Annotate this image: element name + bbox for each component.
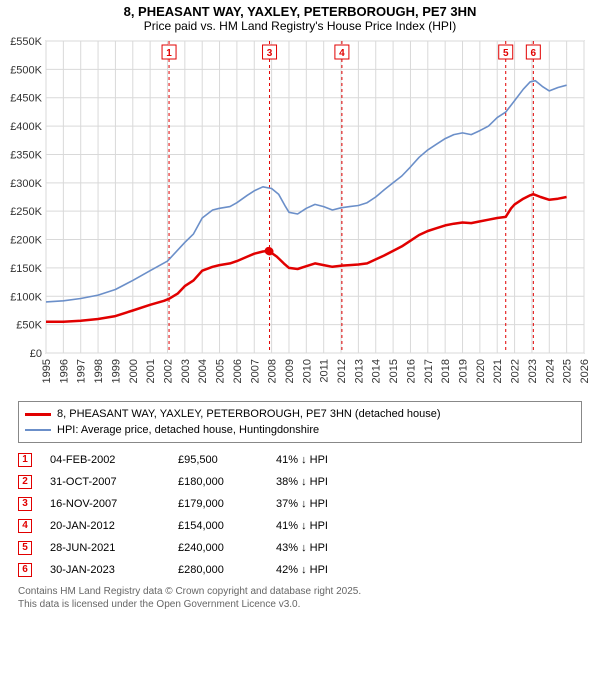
svg-text:2023: 2023 <box>527 359 539 383</box>
chart-container: 8, PHEASANT WAY, YAXLEY, PETERBOROUGH, P… <box>0 0 600 680</box>
svg-text:2026: 2026 <box>579 359 591 383</box>
table-row: 5 28-JUN-2021 £240,000 43% ↓ HPI <box>18 537 582 559</box>
svg-text:£450K: £450K <box>10 93 42 105</box>
svg-text:2007: 2007 <box>249 359 261 383</box>
svg-text:2001: 2001 <box>145 359 157 383</box>
footer-note: Contains HM Land Registry data © Crown c… <box>18 585 582 611</box>
title-block: 8, PHEASANT WAY, YAXLEY, PETERBOROUGH, P… <box>0 0 600 35</box>
transaction-price: £179,000 <box>178 493 258 515</box>
svg-text:6: 6 <box>531 48 537 59</box>
svg-text:2012: 2012 <box>336 359 348 383</box>
svg-text:£400K: £400K <box>10 121 42 133</box>
chart-area: £0 £50K £100K £150K £200K £250K £300K £350K £400… <box>0 35 600 395</box>
transaction-date: 30-JAN-2023 <box>50 559 160 581</box>
transactions-table: 1 04-FEB-2002 £95,500 41% ↓ HPI 2 31-OCT-2007… <box>18 449 582 581</box>
legend-swatch <box>25 413 51 416</box>
table-row: 4 20-JAN-2012 £154,000 41% ↓ HPI <box>18 515 582 537</box>
svg-text:2006: 2006 <box>232 359 244 383</box>
svg-text:£300K: £300K <box>10 178 42 190</box>
transaction-marker: 6 <box>18 563 32 577</box>
transaction-marker: 2 <box>18 475 32 489</box>
transaction-delta: 41% ↓ HPI <box>276 515 366 537</box>
legend-row: HPI: Average price, detached house, Hunt… <box>25 422 575 438</box>
svg-text:2013: 2013 <box>353 359 365 383</box>
transaction-delta: 41% ↓ HPI <box>276 449 366 471</box>
svg-text:1995: 1995 <box>41 359 53 383</box>
svg-text:2000: 2000 <box>128 359 140 383</box>
svg-text:2025: 2025 <box>562 359 574 383</box>
svg-text:2017: 2017 <box>423 359 435 383</box>
transaction-delta: 38% ↓ HPI <box>276 471 366 493</box>
svg-text:£50K: £50K <box>16 320 42 332</box>
title-line-1: 8, PHEASANT WAY, YAXLEY, PETERBOROUGH, P… <box>10 4 590 19</box>
svg-text:1997: 1997 <box>76 359 88 383</box>
transaction-delta: 37% ↓ HPI <box>276 493 366 515</box>
legend-label: 8, PHEASANT WAY, YAXLEY, PETERBOROUGH, P… <box>57 406 441 422</box>
transaction-marker: 5 <box>18 541 32 555</box>
svg-text:£500K: £500K <box>10 64 42 76</box>
table-row: 6 30-JAN-2023 £280,000 42% ↓ HPI <box>18 559 582 581</box>
transaction-price: £95,500 <box>178 449 258 471</box>
svg-text:2008: 2008 <box>267 359 279 383</box>
table-row: 2 31-OCT-2007 £180,000 38% ↓ HPI <box>18 471 582 493</box>
transaction-date: 28-JUN-2021 <box>50 537 160 559</box>
svg-text:£200K: £200K <box>10 235 42 247</box>
svg-text:2020: 2020 <box>475 359 487 383</box>
transaction-delta: 42% ↓ HPI <box>276 559 366 581</box>
svg-text:2021: 2021 <box>492 359 504 383</box>
transaction-price: £240,000 <box>178 537 258 559</box>
transaction-date: 20-JAN-2012 <box>50 515 160 537</box>
transaction-date: 31-OCT-2007 <box>50 471 160 493</box>
svg-text:2003: 2003 <box>180 359 192 383</box>
svg-text:2005: 2005 <box>215 359 227 383</box>
svg-text:3: 3 <box>267 48 273 59</box>
table-row: 3 16-NOV-2007 £179,000 37% ↓ HPI <box>18 493 582 515</box>
legend-swatch <box>25 429 51 431</box>
svg-text:£0: £0 <box>30 348 42 360</box>
svg-text:1998: 1998 <box>93 359 105 383</box>
svg-text:£250K: £250K <box>10 206 42 218</box>
svg-text:2009: 2009 <box>284 359 296 383</box>
svg-text:2015: 2015 <box>388 359 400 383</box>
transaction-marker: 1 <box>18 453 32 467</box>
transaction-delta: 43% ↓ HPI <box>276 537 366 559</box>
transaction-price: £280,000 <box>178 559 258 581</box>
svg-text:2016: 2016 <box>405 359 417 383</box>
svg-text:5: 5 <box>503 48 509 59</box>
svg-text:£150K: £150K <box>10 263 42 275</box>
transaction-date: 16-NOV-2007 <box>50 493 160 515</box>
svg-text:£550K: £550K <box>10 36 42 48</box>
svg-text:2002: 2002 <box>162 359 174 383</box>
svg-text:1996: 1996 <box>58 359 70 383</box>
svg-text:1: 1 <box>166 48 172 59</box>
footer-line-1: Contains HM Land Registry data © Crown c… <box>18 585 582 598</box>
svg-text:£100K: £100K <box>10 291 42 303</box>
transaction-price: £180,000 <box>178 471 258 493</box>
transaction-marker: 4 <box>18 519 32 533</box>
transaction-date: 04-FEB-2002 <box>50 449 160 471</box>
svg-text:2014: 2014 <box>371 359 383 383</box>
table-row: 1 04-FEB-2002 £95,500 41% ↓ HPI <box>18 449 582 471</box>
svg-text:2019: 2019 <box>458 359 470 383</box>
svg-text:2024: 2024 <box>544 359 556 383</box>
svg-text:2022: 2022 <box>510 359 522 383</box>
footer-line-2: This data is licensed under the Open Gov… <box>18 598 582 611</box>
svg-text:4: 4 <box>339 48 345 59</box>
transaction-marker: 3 <box>18 497 32 511</box>
legend-box: 8, PHEASANT WAY, YAXLEY, PETERBOROUGH, P… <box>18 401 582 443</box>
legend-row: 8, PHEASANT WAY, YAXLEY, PETERBOROUGH, P… <box>25 406 575 422</box>
svg-text:2010: 2010 <box>301 359 313 383</box>
chart-svg: £0 £50K £100K £150K £200K £250K £300K £350K £400… <box>4 35 594 395</box>
transaction-price: £154,000 <box>178 515 258 537</box>
svg-text:2004: 2004 <box>197 359 209 383</box>
svg-text:2018: 2018 <box>440 359 452 383</box>
title-line-2: Price paid vs. HM Land Registry's House … <box>10 19 590 33</box>
svg-text:£350K: £350K <box>10 149 42 161</box>
svg-text:1999: 1999 <box>110 359 122 383</box>
svg-text:2011: 2011 <box>319 359 331 383</box>
legend-label: HPI: Average price, detached house, Hunt… <box>57 422 319 438</box>
